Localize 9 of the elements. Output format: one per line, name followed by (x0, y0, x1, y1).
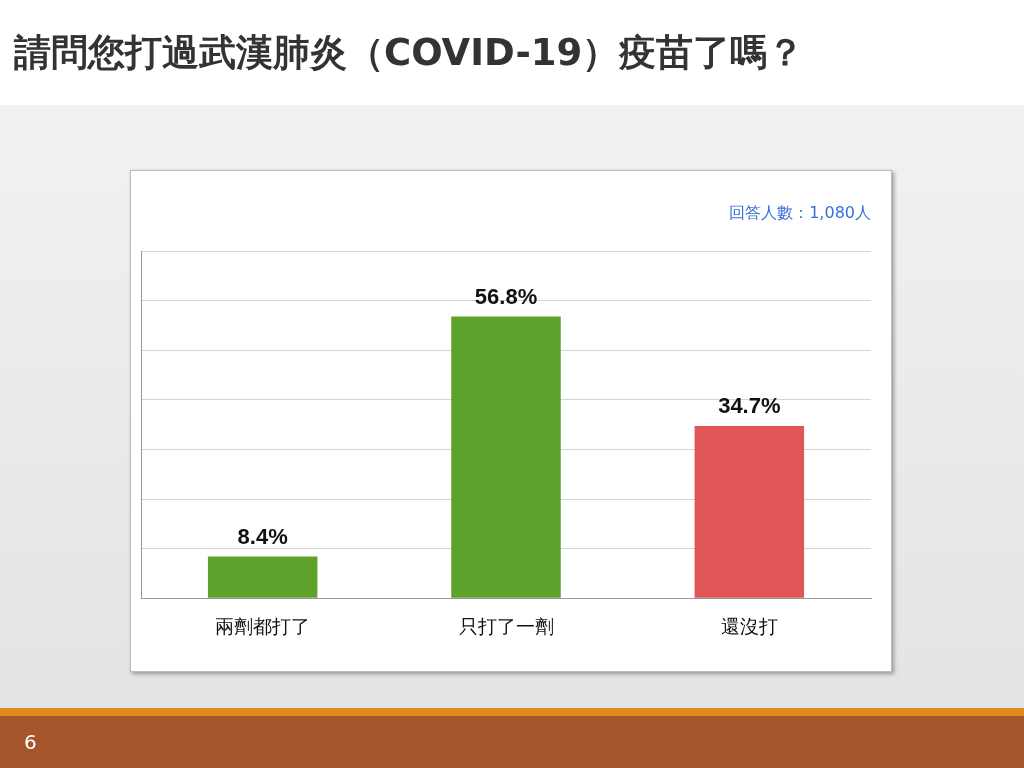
x-tick-label: 兩劑都打了 (215, 614, 311, 637)
x-tick-label: 還沒打 (720, 614, 778, 637)
data-label: 8.4% (237, 523, 288, 549)
data-label: 34.7% (718, 393, 781, 419)
chart-title: 請問您打過武漢肺炎（COVID-19）疫苗了嗎？ (14, 30, 805, 76)
text: 6 (24, 730, 37, 754)
text: 回答人數：1,080人 (729, 203, 871, 224)
x-tick-label: 只打了一劑 (458, 614, 554, 637)
data-label: 56.8% (474, 283, 538, 309)
